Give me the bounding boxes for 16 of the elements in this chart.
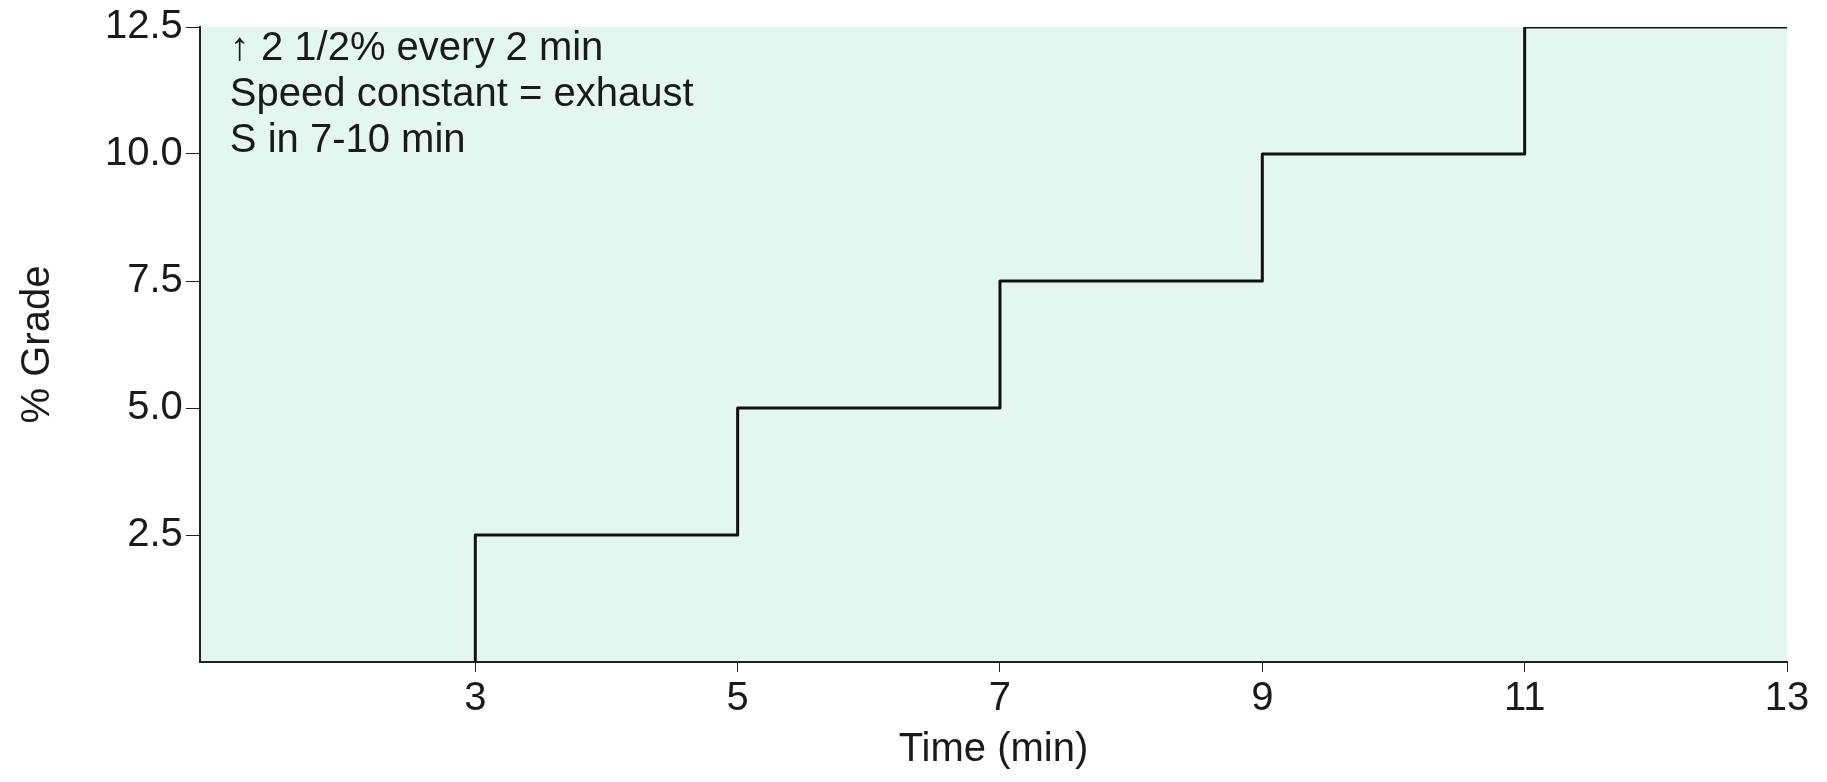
x-tick-label: 5 (726, 674, 749, 719)
y-tick-label: 7.5 (127, 256, 183, 301)
annotation: Speed constant = exhaust (229, 70, 694, 115)
y-tick-label: 5.0 (127, 383, 183, 428)
x-axis-title: Time (min) (898, 725, 1089, 770)
y-tick-label: 10.0 (104, 129, 183, 174)
x-tick-label: 9 (1251, 674, 1274, 719)
x-tick-label: 11 (1503, 674, 1546, 719)
y-tick-label: 12.5 (104, 2, 183, 47)
x-tick-label: 3 (464, 674, 487, 719)
y-tick-label: 2.5 (127, 510, 183, 555)
x-tick-label: 13 (1764, 674, 1810, 719)
x-tick-label: 7 (988, 674, 1012, 719)
annotation: ↑ 2 1/2% every 2 min (229, 24, 604, 69)
annotation: S in 7-10 min (229, 116, 466, 161)
y-axis-title: % Grade (13, 265, 58, 424)
